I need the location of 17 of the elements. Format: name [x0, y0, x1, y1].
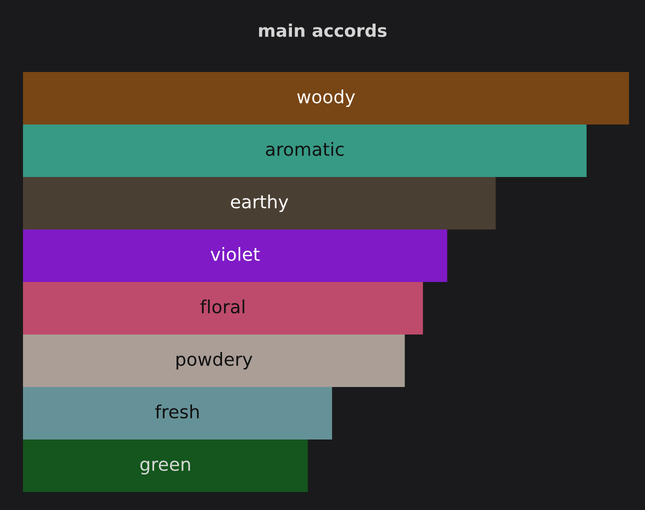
y-tick-label: fresh [155, 404, 199, 418]
y-tick-label: woody [297, 90, 355, 107]
bar [23, 334, 405, 387]
y-tick-label: violet [210, 247, 260, 261]
bar [23, 177, 496, 230]
bar [23, 124, 587, 177]
bar [23, 72, 629, 124]
bar [23, 387, 332, 440]
bar [23, 230, 448, 282]
y-tick-label: green [140, 460, 190, 474]
chart-title: main accords [259, 24, 387, 38]
y-tick-label: earthy [230, 194, 288, 212]
y-tick-label: floral [200, 300, 244, 314]
bar [23, 440, 308, 492]
y-tick-label: powdery [176, 352, 252, 370]
y-tick-label: aromatic [266, 142, 344, 156]
bar [23, 282, 423, 334]
